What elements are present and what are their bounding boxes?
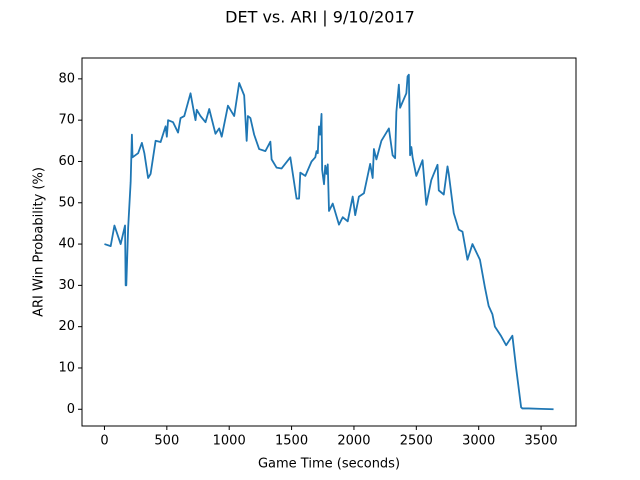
axes-frame [81, 57, 577, 427]
y-tick-label: 60 [58, 154, 75, 169]
y-tick-label: 50 [58, 195, 75, 210]
y-tick-label: 30 [58, 278, 75, 293]
x-tick-label: 2000 [337, 434, 370, 449]
x-tick-label: 2500 [400, 434, 433, 449]
x-tick-label: 3000 [462, 434, 495, 449]
x-tick-label: 500 [154, 434, 179, 449]
x-tick-label: 0 [100, 434, 108, 449]
y-tick-label: 70 [58, 113, 75, 128]
y-tick-label: 10 [58, 360, 75, 375]
x-tick-label: 1500 [275, 434, 308, 449]
y-axis-label: ARI Win Probability (%) [32, 167, 47, 317]
y-tick-label: 80 [58, 71, 75, 86]
data-line [104, 73, 554, 411]
y-tick-label: 20 [58, 319, 75, 334]
chart-title: DET vs. ARI | 9/10/2017 [225, 8, 415, 27]
x-axis-label: Game Time (seconds) [258, 457, 400, 472]
x-tick-label: 3500 [525, 434, 558, 449]
y-tick-label: 40 [58, 237, 75, 252]
y-tick-label: 0 [67, 402, 75, 417]
x-tick-label: 1000 [213, 434, 246, 449]
